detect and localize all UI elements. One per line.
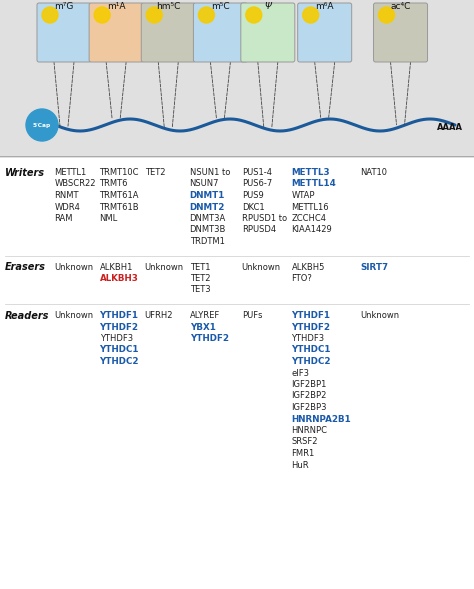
Text: YTHDC1: YTHDC1 bbox=[100, 346, 139, 355]
FancyBboxPatch shape bbox=[89, 3, 143, 62]
Text: ALKBH3: ALKBH3 bbox=[100, 274, 138, 283]
FancyBboxPatch shape bbox=[374, 3, 428, 62]
Text: IGF2BP1: IGF2BP1 bbox=[292, 380, 327, 389]
Text: YTHDF2: YTHDF2 bbox=[100, 323, 138, 332]
Text: Erasers: Erasers bbox=[5, 263, 46, 273]
Text: ac⁴C: ac⁴C bbox=[391, 2, 410, 11]
Text: TRMT61B: TRMT61B bbox=[100, 203, 139, 211]
Circle shape bbox=[26, 109, 58, 141]
Text: YTHDF2: YTHDF2 bbox=[190, 334, 228, 343]
Text: RPUSD1 to: RPUSD1 to bbox=[242, 214, 287, 223]
Circle shape bbox=[379, 7, 394, 23]
Circle shape bbox=[146, 7, 162, 23]
Text: YTHDF3: YTHDF3 bbox=[100, 334, 133, 343]
FancyBboxPatch shape bbox=[0, 0, 474, 158]
FancyBboxPatch shape bbox=[37, 3, 91, 62]
Text: NAT10: NAT10 bbox=[360, 168, 387, 177]
Text: TET3: TET3 bbox=[190, 286, 210, 294]
Text: TET2: TET2 bbox=[145, 168, 165, 177]
Text: WDR4: WDR4 bbox=[55, 203, 81, 211]
Text: ALKBH5: ALKBH5 bbox=[292, 263, 325, 272]
Circle shape bbox=[246, 7, 262, 23]
Text: HNRNPC: HNRNPC bbox=[292, 426, 328, 435]
Circle shape bbox=[42, 7, 58, 23]
FancyBboxPatch shape bbox=[141, 3, 195, 62]
Text: HuR: HuR bbox=[292, 461, 309, 469]
Text: Writers: Writers bbox=[5, 168, 45, 178]
Text: PUS6-7: PUS6-7 bbox=[242, 180, 272, 188]
Text: YTHDC2: YTHDC2 bbox=[100, 357, 139, 366]
Text: ALYREF: ALYREF bbox=[190, 311, 220, 320]
Text: YTHDF3: YTHDF3 bbox=[292, 334, 325, 343]
Text: PUFs: PUFs bbox=[242, 311, 262, 320]
Text: DKC1: DKC1 bbox=[242, 203, 264, 211]
Text: YTHDF2: YTHDF2 bbox=[292, 323, 330, 332]
Text: AAAA: AAAA bbox=[437, 124, 463, 133]
Text: PUS9: PUS9 bbox=[242, 191, 264, 200]
Text: WBSCR22: WBSCR22 bbox=[55, 180, 96, 188]
Text: Unknown: Unknown bbox=[360, 311, 400, 320]
FancyBboxPatch shape bbox=[193, 3, 247, 62]
Circle shape bbox=[199, 7, 214, 23]
Text: TET2: TET2 bbox=[190, 274, 210, 283]
Text: PUS1-4: PUS1-4 bbox=[242, 168, 272, 177]
Text: WTAP: WTAP bbox=[292, 191, 315, 200]
Text: NSUN7: NSUN7 bbox=[190, 180, 219, 188]
Text: TRMT6: TRMT6 bbox=[100, 180, 128, 188]
Text: METTL14: METTL14 bbox=[292, 180, 336, 188]
Text: NSUN1 to: NSUN1 to bbox=[190, 168, 230, 177]
Text: HNRNPA2B1: HNRNPA2B1 bbox=[292, 415, 351, 423]
FancyBboxPatch shape bbox=[241, 3, 295, 62]
Text: ALKBH1: ALKBH1 bbox=[100, 263, 133, 272]
Text: IGF2BP3: IGF2BP3 bbox=[292, 403, 327, 412]
Circle shape bbox=[94, 7, 110, 23]
FancyBboxPatch shape bbox=[298, 3, 352, 62]
Text: YTHDF1: YTHDF1 bbox=[100, 311, 138, 320]
Text: NML: NML bbox=[100, 214, 118, 223]
Text: hm⁵C: hm⁵C bbox=[156, 2, 181, 11]
Text: SRSF2: SRSF2 bbox=[292, 438, 318, 446]
Text: TRDTM1: TRDTM1 bbox=[190, 237, 225, 246]
Circle shape bbox=[303, 7, 319, 23]
Text: RAM: RAM bbox=[55, 214, 73, 223]
Text: Unknown: Unknown bbox=[55, 263, 94, 272]
Text: Unknown: Unknown bbox=[242, 263, 281, 272]
Text: IGF2BP2: IGF2BP2 bbox=[292, 392, 327, 401]
Text: RPUSD4: RPUSD4 bbox=[242, 226, 276, 234]
Text: FMR1: FMR1 bbox=[292, 449, 315, 458]
Text: METTL16: METTL16 bbox=[292, 203, 329, 211]
Text: METTL1: METTL1 bbox=[55, 168, 87, 177]
Text: TET1: TET1 bbox=[190, 263, 210, 272]
Text: YTHDC2: YTHDC2 bbox=[292, 357, 331, 366]
Text: Unknown: Unknown bbox=[55, 311, 94, 320]
Text: KIAA1429: KIAA1429 bbox=[292, 226, 332, 234]
Text: DNMT2: DNMT2 bbox=[190, 203, 225, 211]
Text: YTHDC1: YTHDC1 bbox=[292, 346, 331, 355]
Text: DNMT1: DNMT1 bbox=[190, 191, 225, 200]
Text: FTO?: FTO? bbox=[292, 274, 312, 283]
Text: m⁵C: m⁵C bbox=[211, 2, 230, 11]
Text: DNMT3B: DNMT3B bbox=[190, 226, 226, 234]
Text: m⁷G: m⁷G bbox=[55, 2, 73, 11]
Text: Ψ: Ψ bbox=[264, 2, 272, 11]
Text: YTHDF1: YTHDF1 bbox=[292, 311, 330, 320]
Text: RNMT: RNMT bbox=[55, 191, 79, 200]
Text: SIRT7: SIRT7 bbox=[360, 263, 388, 272]
Text: Readers: Readers bbox=[5, 311, 49, 321]
Text: ZCCHC4: ZCCHC4 bbox=[292, 214, 327, 223]
Text: Unknown: Unknown bbox=[145, 263, 184, 272]
Text: TRMT10C: TRMT10C bbox=[100, 168, 139, 177]
Text: 5'Cap: 5'Cap bbox=[33, 123, 51, 127]
Text: METTL3: METTL3 bbox=[292, 168, 330, 177]
Text: UFRH2: UFRH2 bbox=[145, 311, 173, 320]
Text: TRMT61A: TRMT61A bbox=[100, 191, 139, 200]
Text: eIF3: eIF3 bbox=[292, 369, 310, 378]
Text: YBX1: YBX1 bbox=[190, 323, 216, 332]
Text: m¹A: m¹A bbox=[107, 2, 126, 11]
Text: m⁶A: m⁶A bbox=[315, 2, 334, 11]
Text: DNMT3A: DNMT3A bbox=[190, 214, 226, 223]
